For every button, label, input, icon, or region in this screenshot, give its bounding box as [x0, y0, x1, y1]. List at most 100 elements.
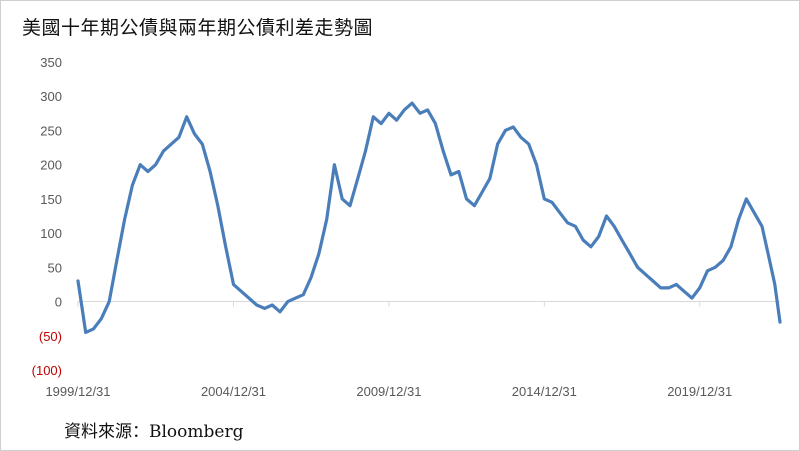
data-point — [644, 272, 647, 276]
data-point — [628, 252, 631, 255]
data-point — [379, 122, 383, 125]
data-point — [410, 101, 414, 105]
data-point — [760, 225, 764, 228]
data-point — [333, 163, 336, 166]
data-point — [302, 293, 305, 296]
data-point — [426, 108, 429, 112]
data-point — [636, 266, 639, 269]
data-point — [566, 221, 569, 225]
data-point — [84, 331, 87, 334]
data-point — [496, 142, 499, 146]
data-point — [543, 197, 546, 201]
data-point — [372, 115, 375, 118]
data-point — [340, 197, 344, 201]
data-point — [434, 122, 437, 125]
data-point — [605, 214, 608, 218]
data-point — [778, 320, 782, 324]
data-point — [100, 317, 103, 320]
data-point — [613, 225, 616, 228]
data-point — [356, 177, 360, 180]
data-point — [457, 170, 460, 173]
data-point — [714, 266, 717, 269]
data-point — [208, 170, 212, 173]
data-point — [535, 163, 538, 166]
data-point — [247, 296, 251, 300]
data-point — [682, 290, 686, 293]
data-point — [442, 149, 445, 153]
data-point — [620, 238, 624, 242]
data-point — [698, 286, 701, 290]
data-point — [558, 211, 561, 214]
data-point — [597, 235, 600, 238]
data-point — [107, 300, 111, 303]
data-point — [131, 184, 134, 187]
y-tick-label: 150 — [40, 192, 62, 207]
data-point — [581, 238, 585, 242]
data-point — [403, 108, 406, 112]
y-tick-label: 0 — [55, 295, 62, 310]
data-point — [76, 279, 80, 283]
data-point — [519, 136, 523, 139]
data-point — [263, 307, 266, 310]
data-point — [92, 327, 95, 331]
data-point — [589, 245, 593, 248]
data-point — [115, 259, 119, 262]
data-point — [79, 296, 82, 300]
source-note: 資料來源：Bloomberg — [64, 422, 244, 442]
data-point — [123, 218, 126, 221]
data-point — [154, 163, 157, 166]
x-tick-label: 2014/12/31 — [512, 384, 577, 399]
data-point — [216, 204, 220, 207]
data-point — [232, 283, 235, 286]
data-point — [146, 170, 150, 173]
data-point — [550, 201, 554, 204]
data-point — [185, 115, 188, 118]
data-point — [325, 218, 328, 221]
data-point — [201, 142, 204, 146]
y-tick-label: (100) — [32, 363, 62, 378]
data-point — [706, 269, 709, 272]
data-point — [745, 197, 748, 201]
data-point — [255, 303, 258, 307]
data-point — [527, 142, 530, 146]
data-point — [271, 303, 274, 307]
data-point — [170, 142, 173, 146]
data-point — [721, 259, 725, 262]
data-point — [286, 300, 289, 303]
data-point — [752, 211, 756, 214]
data-point — [690, 296, 694, 300]
data-point — [348, 204, 352, 207]
data-point — [395, 118, 398, 122]
data-point — [309, 276, 313, 279]
data-point — [177, 136, 181, 139]
data-point — [574, 225, 577, 228]
data-point — [193, 132, 196, 136]
data-point — [675, 283, 678, 286]
data-point — [659, 286, 663, 290]
x-tick-label: 1999/12/31 — [45, 384, 110, 399]
x-tick-label: 2004/12/31 — [201, 384, 266, 399]
data-point — [387, 112, 391, 115]
data-point — [162, 149, 165, 153]
data-point — [480, 190, 484, 194]
data-point — [139, 163, 142, 166]
data-point — [729, 245, 733, 248]
chart-title: 美國十年期公債與兩年期公債利差走勢圖 — [22, 17, 374, 39]
y-tick-label: 100 — [40, 226, 62, 241]
data-point — [504, 129, 507, 132]
data-point — [239, 290, 243, 293]
y-tick-label: (50) — [39, 329, 62, 344]
data-point — [418, 112, 422, 115]
data-point — [449, 173, 453, 177]
data-point — [278, 310, 282, 314]
y-tick-label: 250 — [40, 123, 62, 138]
data-point — [465, 197, 468, 201]
data-point — [773, 283, 777, 286]
data-point — [737, 218, 740, 221]
data-point — [364, 149, 367, 153]
y-tick-label: 200 — [40, 158, 62, 173]
data-point — [317, 252, 321, 255]
y-tick-label: 300 — [40, 89, 62, 104]
y-tick-label: 350 — [40, 55, 62, 70]
